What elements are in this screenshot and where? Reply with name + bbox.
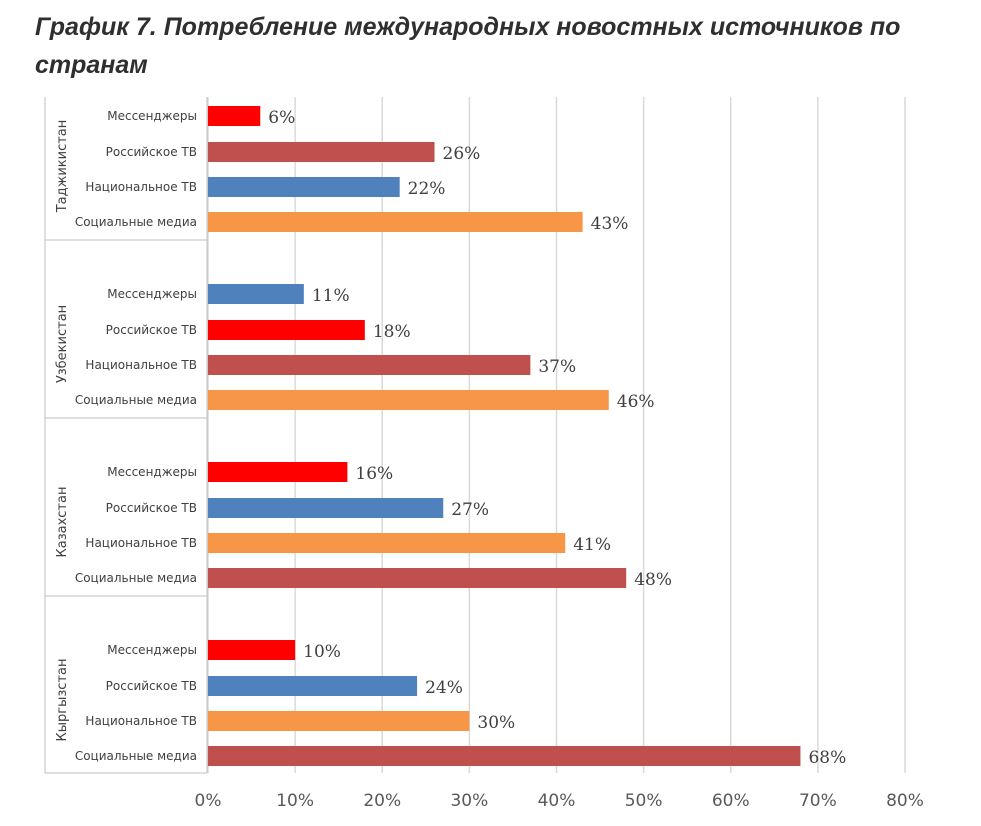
- category-label: Социальные медиа: [75, 393, 197, 407]
- category-label: Социальные медиа: [75, 571, 197, 585]
- chart-title: График 7. Потребление международных ново…: [35, 13, 901, 79]
- x-tick-label: 80%: [886, 791, 924, 811]
- category-label: Мессенджеры: [107, 643, 197, 657]
- bar: [208, 533, 566, 553]
- data-label: 48%: [634, 570, 672, 590]
- data-label: 24%: [425, 678, 463, 698]
- data-label: 18%: [373, 322, 411, 342]
- bar: [208, 462, 348, 482]
- data-label: 26%: [443, 144, 481, 164]
- bars: [208, 106, 801, 766]
- data-labels: 6% 26% 22% 43% 11% 18% 37% 46% 16% 27% 41% 48% 10% 24…: [268, 108, 846, 768]
- bar: [208, 498, 444, 518]
- group-label: Узбекистан: [55, 305, 70, 383]
- data-label: 16%: [355, 464, 393, 484]
- data-label: 10%: [303, 642, 341, 662]
- group-labels: Таджикистан Узбекистан Казахстан Кыргызстан: [55, 120, 70, 742]
- x-tick-label: 40%: [538, 791, 576, 811]
- bar: [208, 106, 261, 126]
- bar: [208, 390, 609, 410]
- category-label: Национальное ТВ: [85, 714, 197, 728]
- category-label: Национальное ТВ: [85, 358, 197, 372]
- bar: [208, 711, 470, 731]
- category-label: Национальное ТВ: [85, 180, 197, 194]
- bar: [208, 676, 418, 696]
- bar: [208, 212, 583, 232]
- group-label: Таджикистан: [55, 120, 70, 214]
- bar: [208, 568, 627, 588]
- category-label: Мессенджеры: [107, 109, 197, 123]
- data-label: 37%: [538, 357, 576, 377]
- x-tick-label: 0%: [195, 791, 222, 811]
- data-label: 6%: [268, 108, 295, 128]
- bar: [208, 142, 435, 162]
- category-label: Социальные медиа: [75, 215, 197, 229]
- bar: [208, 746, 801, 766]
- category-label: Российское ТВ: [106, 145, 197, 159]
- category-label: Российское ТВ: [106, 679, 197, 693]
- category-label: Российское ТВ: [106, 323, 197, 337]
- category-label: Социальные медиа: [75, 749, 197, 763]
- data-label: 43%: [591, 214, 629, 234]
- category-label: Мессенджеры: [107, 465, 197, 479]
- data-label: 27%: [451, 500, 489, 520]
- category-labels: Мессенджеры Российское ТВ Национальное ТВ С…: [75, 109, 197, 763]
- category-label: Мессенджеры: [107, 287, 197, 301]
- gridlines: [207, 97, 906, 773]
- group-label: Кыргызстан: [55, 659, 70, 742]
- x-axis-ticks: 0% 10% 20% 30% 40% 50% 60% 70% 80%: [195, 791, 924, 811]
- group-label: Казахстан: [55, 487, 70, 558]
- x-tick-label: 50%: [625, 791, 663, 811]
- x-tick-label: 70%: [799, 791, 837, 811]
- category-label: Национальное ТВ: [85, 536, 197, 550]
- x-tick-label: 20%: [363, 791, 401, 811]
- data-label: 30%: [477, 713, 515, 733]
- x-tick-label: 60%: [712, 791, 750, 811]
- data-label: 41%: [573, 535, 611, 555]
- bar: [208, 177, 400, 197]
- category-frame: [44, 97, 208, 774]
- data-label: 22%: [408, 179, 446, 199]
- category-label: Российское ТВ: [106, 501, 197, 515]
- data-label: 11%: [312, 286, 350, 306]
- data-label: 68%: [808, 748, 846, 768]
- bar: [208, 640, 296, 660]
- bar: [208, 355, 531, 375]
- x-tick-label: 30%: [450, 791, 488, 811]
- bar: [208, 320, 365, 340]
- bar: [208, 284, 304, 304]
- data-label: 46%: [617, 392, 655, 412]
- x-tick-label: 10%: [276, 791, 314, 811]
